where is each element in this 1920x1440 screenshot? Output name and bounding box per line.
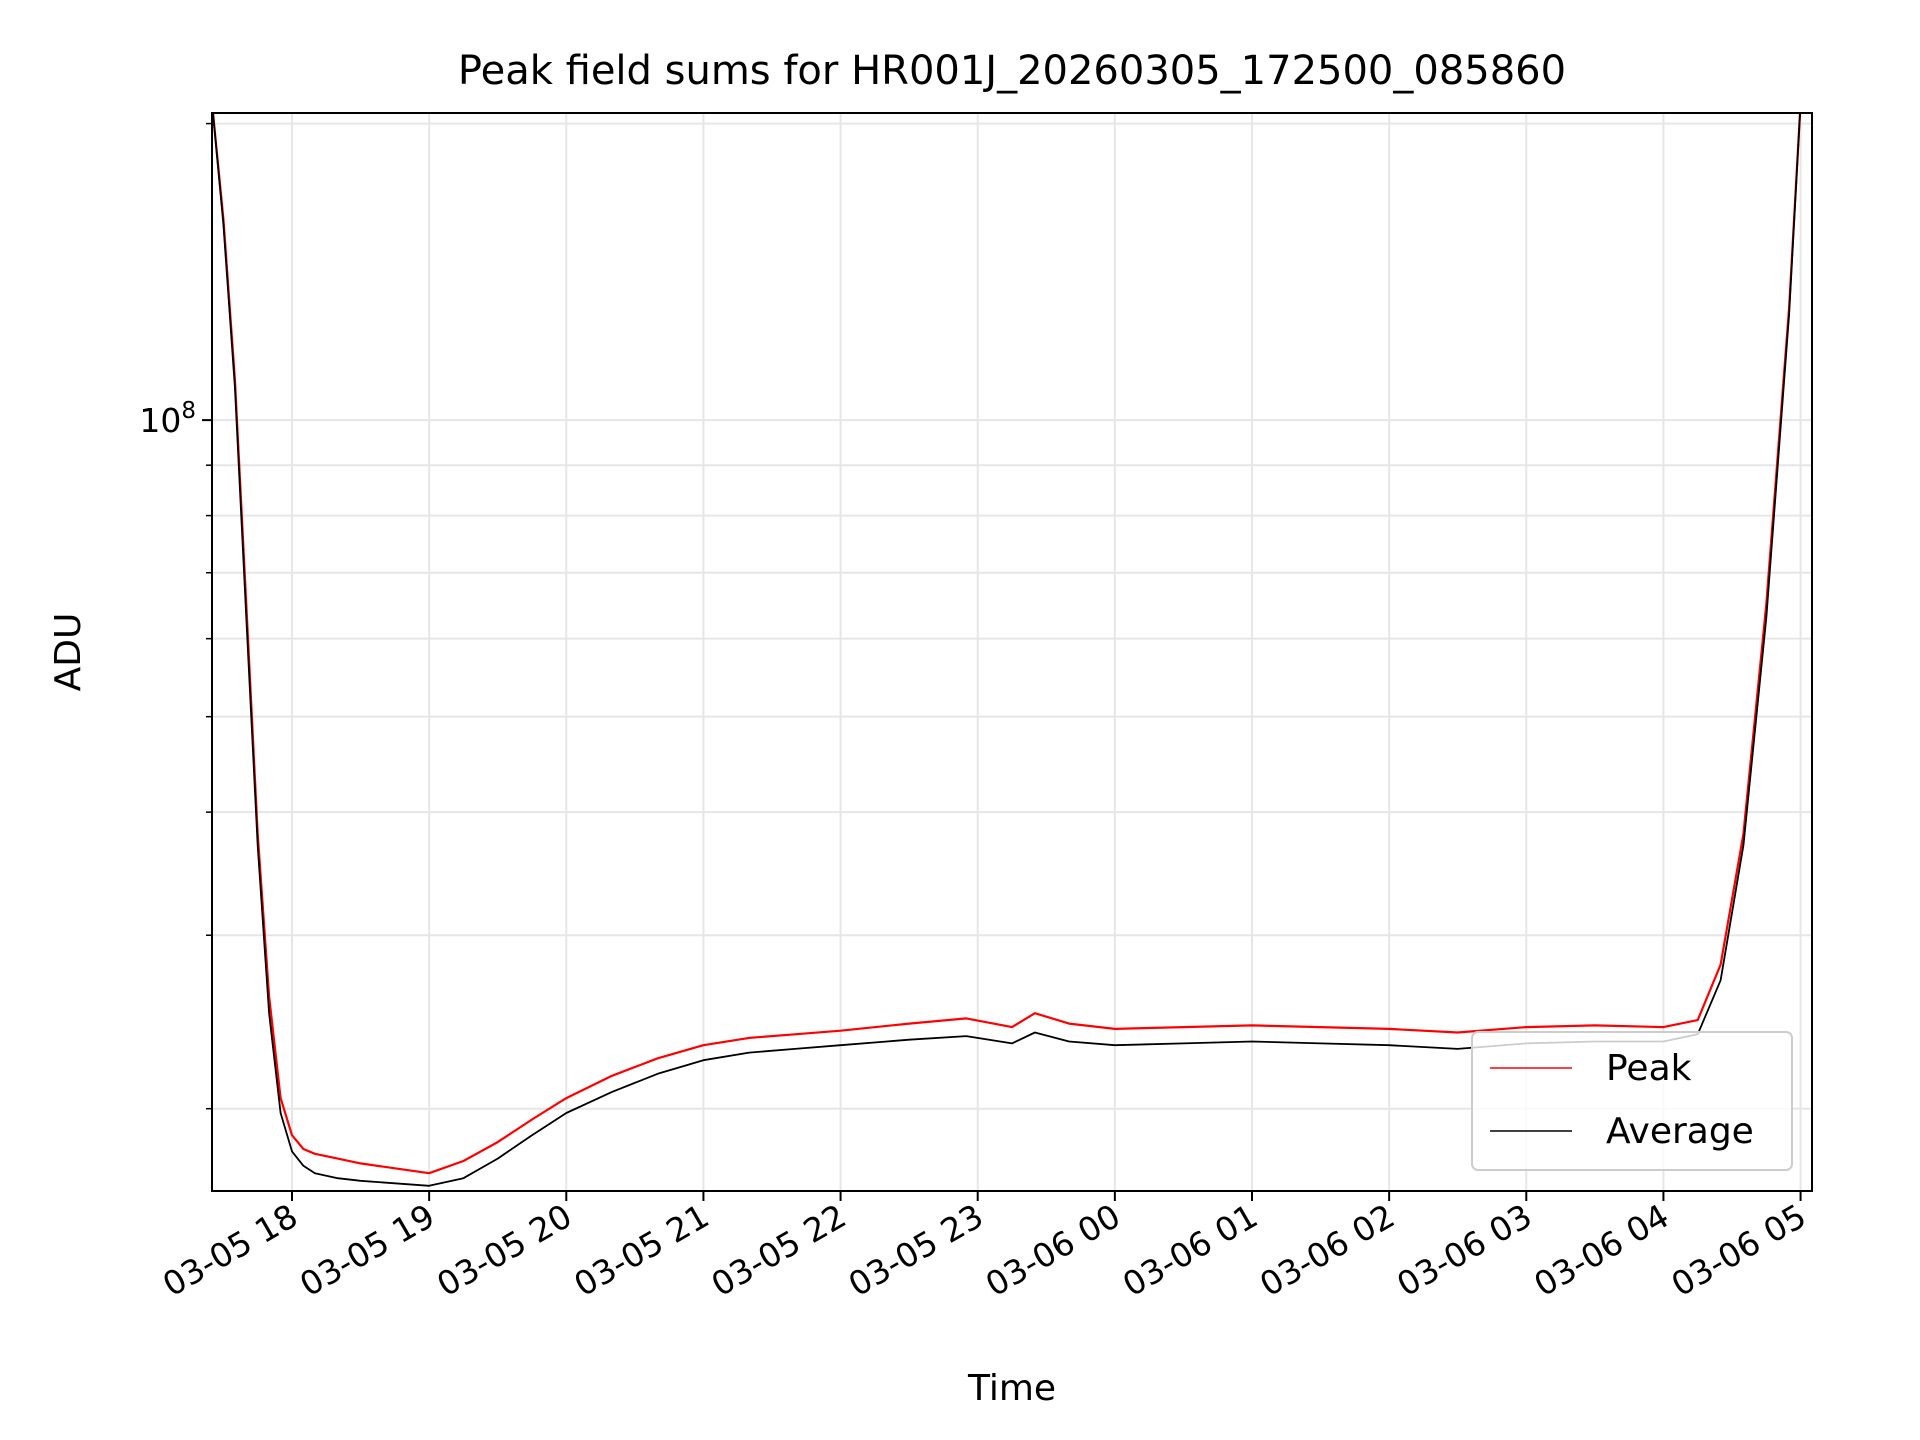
y-tick-label: 108 (139, 398, 196, 440)
plot-frame (211, 112, 1813, 1192)
series-line-peak (212, 113, 1802, 1175)
chart-title: Peak field sums for HR001J_20260305_1725… (458, 48, 1566, 94)
legend-label-average: Average (1606, 1111, 1754, 1152)
y-axis-label: ADU (48, 613, 89, 692)
x-axis-label: Time (967, 1368, 1056, 1409)
legend-box (1471, 1031, 1793, 1171)
legend: Peak Average (1471, 1031, 1793, 1171)
grid (212, 113, 1812, 1191)
legend-label-peak: Peak (1606, 1048, 1692, 1089)
y-axis-ticks: 108 (139, 122, 212, 1110)
